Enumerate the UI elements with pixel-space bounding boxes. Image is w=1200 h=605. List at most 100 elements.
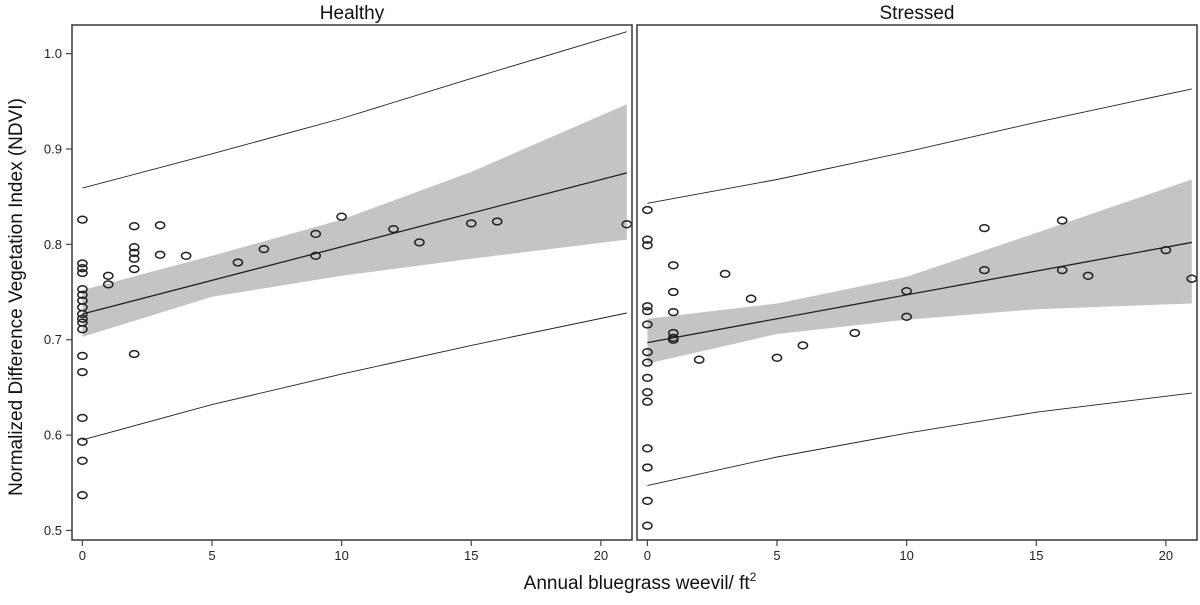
data-point-stressed-9: [642, 388, 653, 397]
data-point-stressed-31: [1056, 216, 1068, 225]
regression-line-healthy: [82, 172, 627, 315]
data-point-healthy-20: [128, 222, 140, 231]
data-point-healthy-31: [310, 229, 322, 239]
y-axis-title: Normalized Difference Vegetation Index (…: [6, 98, 27, 496]
x-axis-title: Annual bluegrass weevil/ ft2: [524, 570, 757, 594]
data-point-healthy-18: [102, 271, 114, 280]
data-point-healthy-12: [77, 351, 88, 361]
data-point-healthy-35: [414, 238, 425, 247]
y-tick-label-0.6: 0.6: [44, 428, 62, 443]
data-point-healthy-9: [77, 314, 88, 323]
data-point-stressed-13: [642, 496, 653, 506]
data-point-healthy-34: [388, 224, 399, 234]
data-point-stressed-5: [642, 320, 653, 329]
data-point-stressed-22: [719, 269, 731, 279]
data-point-stressed-33: [1082, 271, 1094, 280]
data-point-stressed-15: [667, 261, 679, 270]
x-tick-label-healthy-10: 10: [334, 548, 348, 563]
prediction-lower-healthy: [82, 312, 627, 441]
data-point-stressed-1: [642, 235, 653, 244]
data-point-healthy-4: [77, 285, 88, 294]
data-point-healthy-30: [258, 244, 270, 254]
y-tick-label-0.7: 0.7: [44, 332, 62, 347]
data-point-healthy-37: [491, 217, 503, 226]
data-point-healthy-8: [77, 309, 88, 319]
data-point-healthy-33: [336, 212, 347, 221]
data-point-stressed-20: [667, 335, 679, 344]
data-point-stressed-23: [745, 294, 757, 303]
data-point-stressed-26: [849, 328, 861, 338]
data-point-stressed-25: [797, 341, 809, 350]
data-point-healthy-26: [154, 221, 166, 230]
data-point-stressed-17: [667, 307, 679, 317]
data-point-stressed-3: [642, 302, 653, 311]
regression-line-stressed: [647, 241, 1192, 344]
x-tick-label-stressed-10: 10: [899, 548, 913, 563]
data-point-healthy-5: [77, 290, 88, 300]
y-tick-label-0.8: 0.8: [44, 237, 62, 252]
data-point-healthy-32: [310, 251, 322, 260]
data-point-stressed-32: [1056, 265, 1068, 275]
x-tick-label-healthy-5: 5: [208, 548, 215, 563]
data-point-stressed-12: [642, 463, 653, 472]
x-axis-title-superscript: 2: [750, 570, 757, 584]
data-point-stressed-7: [642, 358, 653, 367]
x-tick-label-stressed-15: 15: [1029, 548, 1043, 563]
x-tick-label-healthy-15: 15: [464, 548, 478, 563]
data-point-stressed-24: [771, 353, 783, 362]
data-point-stressed-8: [642, 373, 653, 383]
data-point-healthy-14: [77, 413, 88, 423]
x-tick-label-stressed-20: 20: [1159, 548, 1173, 563]
data-point-healthy-27: [154, 250, 166, 259]
data-point-healthy-19: [102, 280, 114, 289]
data-point-healthy-22: [128, 248, 140, 258]
data-point-stressed-4: [642, 306, 653, 316]
prediction-upper-stressed: [647, 88, 1192, 204]
prediction-upper-healthy: [82, 31, 627, 189]
data-point-healthy-2: [77, 264, 88, 273]
data-point-stressed-30: [979, 265, 990, 275]
data-point-healthy-21: [128, 243, 140, 252]
y-tick-label-0.9: 0.9: [44, 141, 62, 156]
x-tick-label-stressed-5: 5: [773, 548, 780, 563]
data-point-healthy-13: [77, 367, 88, 377]
data-point-healthy-25: [128, 349, 140, 359]
data-point-healthy-36: [465, 219, 477, 228]
panel-stressed: Stressed 0 5 10 15 20: [636, 3, 1198, 563]
x-tick-label-healthy-0: 0: [79, 548, 86, 563]
data-point-stressed-14: [642, 521, 653, 530]
y-tick-label-1.0: 1.0: [44, 46, 62, 61]
data-point-healthy-16: [77, 456, 88, 465]
data-point-healthy-11: [77, 325, 88, 334]
data-point-healthy-28: [180, 251, 192, 260]
data-point-healthy-23: [128, 254, 140, 263]
data-point-healthy-3: [77, 268, 88, 278]
data-point-healthy-1: [77, 259, 88, 268]
panels: Healthy 0 5 10 15 20 0.5 0.6 0.7 0.8 0.9 1.0 Stresse…: [44, 3, 1198, 563]
x-tick-label-stressed-0: 0: [644, 548, 651, 563]
panel-healthy: Healthy 0 5 10 15 20 0.5 0.6 0.7 0.8 0.9 1.0: [44, 3, 633, 563]
data-point-stressed-10: [642, 397, 653, 406]
data-point-healthy-0: [77, 215, 88, 224]
data-point-healthy-17: [77, 491, 88, 500]
panel-frame-healthy: [71, 24, 633, 541]
data-point-stressed-11: [642, 444, 653, 453]
prediction-lower-stressed: [647, 392, 1192, 487]
data-point-stressed-27: [901, 286, 912, 296]
data-point-stressed-29: [979, 223, 990, 233]
data-point-healthy-24: [128, 264, 140, 274]
data-point-healthy-15: [77, 437, 88, 446]
data-point-stressed-28: [901, 312, 912, 321]
data-point-stressed-0: [642, 205, 653, 215]
data-point-stressed-16: [667, 287, 679, 297]
y-tick-label-0.5: 0.5: [44, 523, 62, 538]
data-point-stressed-2: [642, 241, 653, 250]
x-tick-label-healthy-20: 20: [594, 548, 608, 563]
data-point-healthy-29: [232, 258, 244, 267]
data-point-stressed-34: [1160, 245, 1172, 255]
data-point-stressed-6: [642, 347, 653, 357]
x-axis-title-text: Annual bluegrass weevil/ ft: [524, 573, 751, 594]
panel-title-healthy: Healthy: [320, 3, 385, 24]
confidence-band-healthy: [82, 104, 627, 337]
